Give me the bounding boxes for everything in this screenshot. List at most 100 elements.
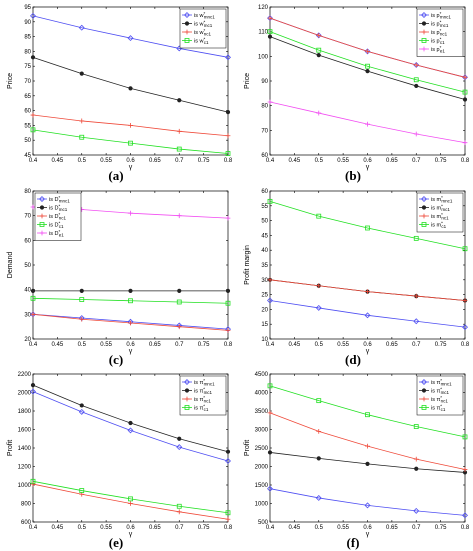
panel-a-xtick-label: 0.6	[126, 158, 135, 164]
legend-label-sup: *	[203, 386, 205, 391]
panel-b-data-point	[316, 47, 322, 53]
legend-label-sup: *	[203, 378, 205, 383]
panel-e-legend-marker	[184, 396, 190, 402]
panel-c-xlabel: γ	[129, 348, 133, 355]
panel-c-data-point	[128, 210, 133, 216]
legend-label-sub: nc1	[441, 215, 449, 220]
panel-b-legend-label: is p* e1	[431, 45, 445, 54]
panel-f-xtick-label: 0.75	[435, 525, 447, 531]
panel-d-data-point	[267, 277, 273, 283]
panel-b-data-point	[413, 131, 419, 137]
panel-e-legend-marker	[184, 388, 190, 393]
caption-a: (a)	[108, 168, 124, 183]
panel-e-data-point	[176, 503, 182, 509]
panel-d-legend-marker	[421, 196, 427, 202]
panel-e-xtick-label: 0.7	[175, 525, 184, 531]
panel-a-ytick-label: 70	[24, 79, 31, 85]
panel-c-series-red	[30, 311, 231, 333]
panel-e-series-green	[30, 478, 231, 516]
panel-f-legend-label: is π* mnc1	[431, 378, 452, 387]
panel-f-data-point	[316, 428, 322, 434]
panel-d-xtick-label: 0.6	[363, 342, 372, 348]
panel-d-legend-marker	[421, 205, 427, 210]
panel-b-xlabel: γ	[366, 164, 370, 171]
chart-panel-a: 0.4 0.45 0.5 0.55 0.6 0.65 0.7 0.75 0.8 45 50 55 60 6…	[7, 5, 233, 171]
panel-c-data-point	[30, 288, 36, 294]
panel-b-data-point	[316, 53, 321, 58]
panel-e-data-point	[30, 383, 36, 388]
panel-d-xtick-label: 0.65	[386, 342, 398, 348]
panel-c-ytick-label: 50	[24, 263, 31, 269]
panel-c-xtick-label: 0.8	[224, 342, 233, 348]
panel-e-series-line	[32, 391, 229, 462]
panel-c-data-point	[79, 297, 85, 302]
legend-label-sub: nc1	[59, 215, 67, 220]
panel-a-data-point	[127, 35, 134, 42]
panel-f-xtick-label: 0.6	[363, 525, 372, 531]
panel-e-legend-box	[179, 375, 227, 416]
panel-a-series-green	[30, 127, 231, 156]
panel-c-legend-marker	[39, 205, 45, 210]
legend-label-sub: mc1	[204, 390, 213, 395]
panel-f-ytick-label: 1500	[255, 483, 269, 489]
legend-label-sup: *	[203, 395, 205, 400]
chart-panel-b: 0.4 0.45 0.5 0.55 0.6 0.65 0.7 0.75 0.8 60 70 80 90 1…	[244, 5, 470, 171]
legend-label-main: is π	[194, 406, 204, 412]
panel-f-data-point	[267, 485, 273, 492]
panel-d-ytick-label: 25	[261, 293, 268, 299]
legend-label-main: is p	[431, 22, 440, 28]
caption-f: (f)	[346, 535, 360, 550]
panel-d-legend-label: is m* c1	[431, 220, 447, 229]
panel-c-data-point	[30, 295, 36, 301]
legend-label-sub: nc1	[204, 31, 212, 36]
legend-label-sub: mnc1	[204, 14, 216, 19]
panel-e-ytick-label: 1200	[18, 465, 32, 471]
panel-d-series-red	[267, 277, 468, 303]
panel-c-legend-marker	[39, 230, 45, 236]
panel-b-data-point	[316, 110, 322, 116]
chart-panel-e: 0.4 0.45 0.5 0.55 0.6 0.65 0.7 0.75 0.8 600 800 100…	[7, 372, 233, 538]
panel-c-legend-marker	[39, 196, 45, 202]
panel-d-xtick-label: 0.5	[315, 342, 324, 348]
legend-label-main: is w	[194, 22, 204, 28]
panel-a-xtick-label: 0.75	[198, 158, 210, 164]
panel-e-data-point	[128, 501, 133, 506]
panel-b-xtick-label: 0.6	[363, 158, 372, 164]
panel-b-ytick-label: 70	[261, 128, 268, 134]
panel-b-data-point	[462, 89, 468, 95]
panel-e-data-point	[225, 516, 231, 522]
panel-c-data-point	[176, 324, 182, 330]
legend-label-sub: mc1	[441, 207, 450, 212]
panel-e-data-point	[79, 403, 84, 408]
panel-b-xtick-label: 0.7	[412, 158, 421, 164]
legend-label-sub: e1	[440, 48, 446, 53]
legend-label-sub: mnc1	[441, 198, 453, 203]
panel-a-ytick-label: 80	[24, 49, 31, 55]
panel-c-data-point	[30, 204, 36, 210]
panel-e-data-point	[176, 444, 183, 451]
panel-f-legend-marker	[421, 405, 427, 410]
panel-b-xtick-label: 0.5	[315, 158, 324, 164]
panel-d-xlabel: γ	[366, 348, 370, 355]
panel-e-data-point	[177, 436, 182, 441]
panel-e-ytick-label: 1800	[18, 409, 32, 415]
legend-label-main: is D	[49, 214, 59, 220]
panel-a-data-point	[176, 128, 182, 134]
panel-e-data-point	[78, 408, 85, 415]
panel-e-data-point	[225, 449, 231, 454]
panel-c-ytick-label: 20	[24, 337, 31, 343]
panel-a-data-point	[79, 118, 85, 124]
panel-a-ylabel: Price	[7, 73, 14, 89]
panel-f-legend-marker	[421, 379, 427, 385]
panel-b-data-point	[462, 140, 468, 146]
legend-label-sup: *	[440, 45, 442, 50]
legend-label-sup: *	[440, 395, 442, 400]
legend-label-sub: mc1	[441, 390, 450, 395]
panel-e-data-point	[79, 488, 85, 493]
panel-d-legend-label: is m* mc1	[431, 203, 450, 212]
panel-f-data-point	[315, 494, 322, 501]
panel-d-legend-label: is m* mnc1	[431, 195, 453, 204]
